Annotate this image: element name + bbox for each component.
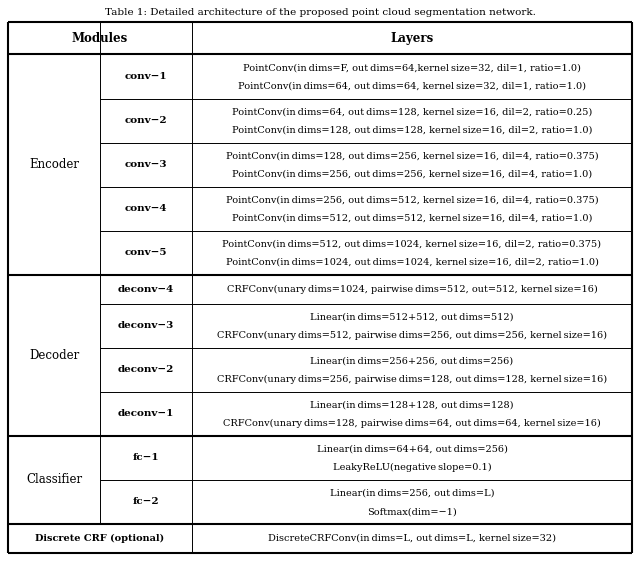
Text: Linear(in dims=128+128, out dims=128): Linear(in dims=128+128, out dims=128) [310,401,514,410]
Text: deconv−2: deconv−2 [118,366,174,375]
Text: Linear(in dims=256+256, out dims=256): Linear(in dims=256+256, out dims=256) [310,357,513,366]
Text: Linear(in dims=512+512, out dims=512): Linear(in dims=512+512, out dims=512) [310,312,514,321]
Text: conv−4: conv−4 [125,204,167,213]
Text: PointConv(in dims=256, out dims=256, kernel size=16, dil=4, ratio=1.0): PointConv(in dims=256, out dims=256, ker… [232,170,592,179]
Text: Discrete CRF (optional): Discrete CRF (optional) [35,534,164,543]
Text: Layers: Layers [390,32,434,45]
Text: Encoder: Encoder [29,158,79,171]
Text: Softmax(dim=−1): Softmax(dim=−1) [367,507,457,516]
Text: PointConv(in dims=64, out dims=64, kernel size=32, dil=1, ratio=1.0): PointConv(in dims=64, out dims=64, kerne… [238,82,586,91]
Text: deconv−4: deconv−4 [118,285,174,294]
Text: fc−2: fc−2 [132,498,159,506]
Text: PointConv(in dims=64, out dims=128, kernel size=16, dil=2, ratio=0.25): PointConv(in dims=64, out dims=128, kern… [232,107,592,116]
Text: Classifier: Classifier [26,473,82,486]
Text: Linear(in dims=64+64, out dims=256): Linear(in dims=64+64, out dims=256) [317,445,508,454]
Text: Modules: Modules [72,32,128,45]
Text: conv−2: conv−2 [125,116,167,125]
Text: PointConv(in dims=1024, out dims=1024, kernel size=16, dil=2, ratio=1.0): PointConv(in dims=1024, out dims=1024, k… [225,258,598,267]
Text: conv−5: conv−5 [125,248,167,257]
Text: CRFConv(unary dims=256, pairwise dims=128, out dims=128, kernel size=16): CRFConv(unary dims=256, pairwise dims=12… [217,375,607,384]
Text: Linear(in dims=256, out dims=L): Linear(in dims=256, out dims=L) [330,489,494,498]
Text: deconv−3: deconv−3 [118,321,174,331]
Text: PointConv(in dims=F, out dims=64,kernel size=32, dil=1, ratio=1.0): PointConv(in dims=F, out dims=64,kernel … [243,63,581,72]
Text: PointConv(in dims=256, out dims=512, kernel size=16, dil=4, ratio=0.375): PointConv(in dims=256, out dims=512, ker… [226,195,598,205]
Text: fc−1: fc−1 [132,454,159,462]
Text: Table 1: Detailed architecture of the proposed point cloud segmentation network.: Table 1: Detailed architecture of the pr… [104,8,536,17]
Text: PointConv(in dims=128, out dims=256, kernel size=16, dil=4, ratio=0.375): PointConv(in dims=128, out dims=256, ker… [226,151,598,160]
Text: CRFConv(unary dims=1024, pairwise dims=512, out=512, kernel size=16): CRFConv(unary dims=1024, pairwise dims=5… [227,285,597,294]
Text: LeakyReLU(negative slope=0.1): LeakyReLU(negative slope=0.1) [333,463,492,472]
Text: PointConv(in dims=512, out dims=1024, kernel size=16, dil=2, ratio=0.375): PointConv(in dims=512, out dims=1024, ke… [223,240,602,249]
Text: DiscreteCRFConv(in dims=L, out dims=L, kernel size=32): DiscreteCRFConv(in dims=L, out dims=L, k… [268,534,556,543]
Text: Decoder: Decoder [29,349,79,362]
Text: conv−1: conv−1 [125,72,167,81]
Text: PointConv(in dims=128, out dims=128, kernel size=16, dil=2, ratio=1.0): PointConv(in dims=128, out dims=128, ker… [232,126,592,134]
Text: PointConv(in dims=512, out dims=512, kernel size=16, dil=4, ratio=1.0): PointConv(in dims=512, out dims=512, ker… [232,214,592,223]
Text: CRFConv(unary dims=128, pairwise dims=64, out dims=64, kernel size=16): CRFConv(unary dims=128, pairwise dims=64… [223,419,601,428]
Text: deconv−1: deconv−1 [118,410,174,418]
Text: conv−3: conv−3 [125,160,167,169]
Text: CRFConv(unary dims=512, pairwise dims=256, out dims=256, kernel size=16): CRFConv(unary dims=512, pairwise dims=25… [217,331,607,340]
